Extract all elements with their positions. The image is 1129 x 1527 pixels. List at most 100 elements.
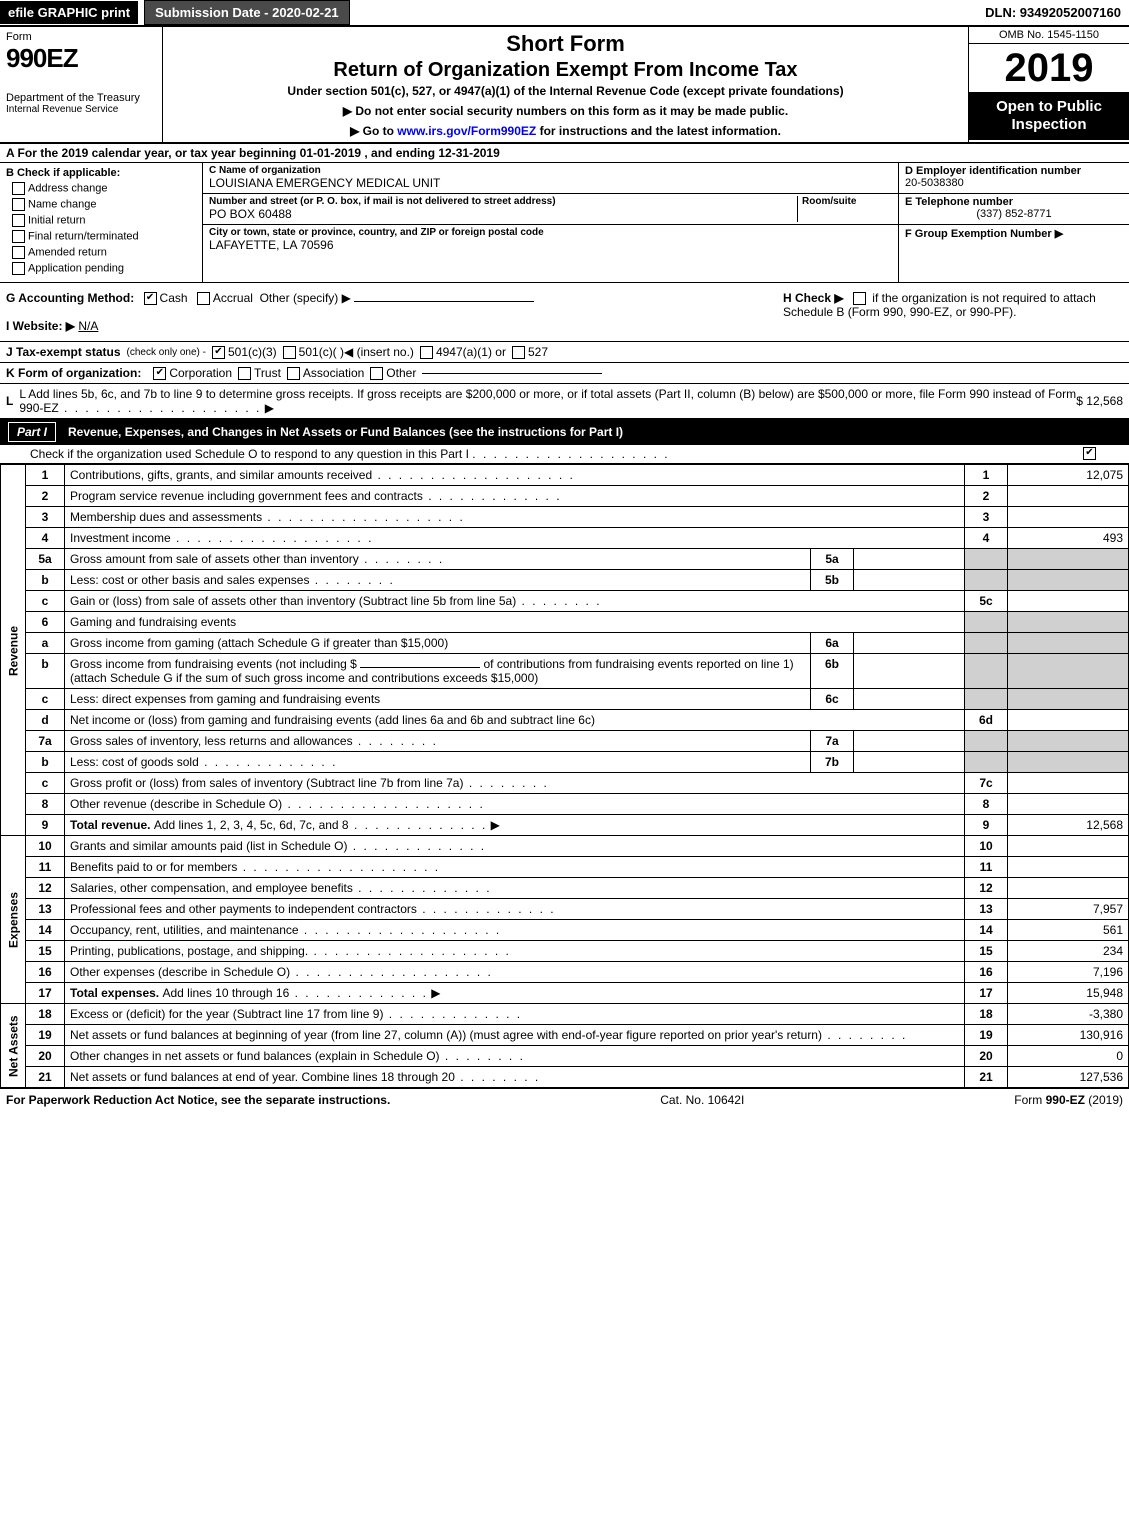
check-label: Name change [28, 198, 97, 210]
sub-amt [854, 570, 965, 591]
check-527[interactable] [512, 346, 525, 359]
line-no: 12 [26, 878, 65, 899]
check-initial-return[interactable]: Initial return [6, 214, 196, 227]
check-pending[interactable]: Application pending [6, 262, 196, 275]
line-no: a [26, 633, 65, 654]
check-name-change[interactable]: Name change [6, 198, 196, 211]
omb-number: OMB No. 1545-1150 [969, 27, 1129, 44]
line-no: 1 [26, 465, 65, 486]
line-1: Revenue 1 Contributions, gifts, grants, … [1, 465, 1129, 486]
line-11: 11 Benefits paid to or for members 11 [1, 857, 1129, 878]
line-desc: Other expenses (describe in Schedule O) [65, 962, 965, 983]
line-col-gray [965, 689, 1008, 710]
cash-label: Cash [160, 291, 188, 305]
top-bar: efile GRAPHIC print Submission Date - 20… [0, 0, 1129, 27]
header-center: Short Form Return of Organization Exempt… [163, 27, 968, 142]
line-6a: a Gross income from gaming (attach Sched… [1, 633, 1129, 654]
dept-label: Department of the Treasury [6, 92, 156, 104]
check-other-org[interactable] [370, 367, 383, 380]
check-501c3[interactable] [212, 346, 225, 359]
blank-input[interactable] [360, 667, 480, 668]
check-schedule-o[interactable] [1083, 447, 1096, 460]
check-assoc[interactable] [287, 367, 300, 380]
line-amt: -3,380 [1008, 1004, 1129, 1025]
line-no: 15 [26, 941, 65, 962]
line-amt-gray [1008, 689, 1129, 710]
line-13: 13 Professional fees and other payments … [1, 899, 1129, 920]
address-label: Number and street (or P. O. box, if mail… [209, 196, 797, 207]
check-trust[interactable] [238, 367, 251, 380]
k-other-input[interactable] [422, 373, 602, 374]
sub-amt [854, 689, 965, 710]
line-no: c [26, 773, 65, 794]
line-desc: Less: cost or other basis and sales expe… [65, 570, 811, 591]
line-col-gray [965, 612, 1008, 633]
line-no: 20 [26, 1046, 65, 1067]
l-amount: $ 12,568 [1076, 394, 1123, 408]
header-right: OMB No. 1545-1150 2019 Open to Public In… [968, 27, 1129, 142]
room-label: Room/suite [802, 196, 892, 207]
line-amt: 7,196 [1008, 962, 1129, 983]
check-4947[interactable] [420, 346, 433, 359]
line-no: 11 [26, 857, 65, 878]
city-cell: City or town, state or province, country… [203, 225, 898, 255]
section-k: K Form of organization: Corporation Trus… [0, 363, 1129, 384]
check-corp[interactable] [153, 367, 166, 380]
check-address-change[interactable]: Address change [6, 182, 196, 195]
open-public: Open to Public Inspection [969, 92, 1129, 140]
line-6c: c Less: direct expenses from gaming and … [1, 689, 1129, 710]
check-sched-b[interactable] [853, 292, 866, 305]
efile-label[interactable]: efile GRAPHIC print [0, 1, 138, 24]
line-20: 20 Other changes in net assets or fund b… [1, 1046, 1129, 1067]
line-desc: Gross income from fundraising events (no… [65, 654, 811, 689]
check-label: Application pending [28, 262, 124, 274]
line-9: 9 Total revenue. Add lines 1, 2, 3, 4, 5… [1, 815, 1129, 836]
k-label: K Form of organization: [6, 366, 141, 380]
website-value: N/A [78, 319, 98, 333]
check-amended[interactable]: Amended return [6, 246, 196, 259]
line-col-gray [965, 752, 1008, 773]
irs-link[interactable]: www.irs.gov/Form990EZ [397, 124, 536, 138]
form-subtitle: Under section 501(c), 527, or 4947(a)(1)… [173, 84, 958, 98]
sub-amt [854, 633, 965, 654]
check-accrual[interactable] [197, 292, 210, 305]
check-cash[interactable] [144, 292, 157, 305]
line-amt: 127,536 [1008, 1067, 1129, 1088]
line-desc: Total expenses. Add lines 10 through 16 … [65, 983, 965, 1004]
line-no: 19 [26, 1025, 65, 1046]
line-col: 1 [965, 465, 1008, 486]
check-final-return[interactable]: Final return/terminated [6, 230, 196, 243]
line-desc: Gross amount from sale of assets other t… [65, 549, 811, 570]
line-5a: 5a Gross amount from sale of assets othe… [1, 549, 1129, 570]
section-j: J Tax-exempt status (check only one) - 5… [0, 342, 1129, 363]
line-col: 12 [965, 878, 1008, 899]
section-b-label: B Check if applicable: [6, 167, 196, 179]
line-5c: c Gain or (loss) from sale of assets oth… [1, 591, 1129, 612]
line-amt [1008, 794, 1129, 815]
line-no: 6 [26, 612, 65, 633]
footer-right: Form 990-EZ (2019) [1014, 1093, 1123, 1107]
line-no: 9 [26, 815, 65, 836]
line-col-gray [965, 731, 1008, 752]
revenue-vlabel: Revenue [1, 465, 26, 836]
tax-year: 2019 [969, 44, 1129, 92]
line-desc: Other revenue (describe in Schedule O) [65, 794, 965, 815]
line-4: 4 Investment income 4 493 [1, 528, 1129, 549]
section-f: F Group Exemption Number ▶ [899, 225, 1129, 255]
other-input[interactable] [354, 301, 534, 302]
line-amt [1008, 878, 1129, 899]
section-l: L L Add lines 5b, 6c, and 7b to line 9 t… [0, 384, 1129, 419]
line-col-gray [965, 654, 1008, 689]
line-desc: Other changes in net assets or fund bala… [65, 1046, 965, 1067]
line-amt: 561 [1008, 920, 1129, 941]
line-col: 6d [965, 710, 1008, 731]
k-assoc: Association [303, 366, 364, 380]
line-no: 18 [26, 1004, 65, 1025]
sub-col: 7b [811, 752, 854, 773]
sub-col: 7a [811, 731, 854, 752]
j-note: (check only one) - [127, 347, 206, 358]
line-6: 6 Gaming and fundraising events [1, 612, 1129, 633]
check-501c[interactable] [283, 346, 296, 359]
check-label: Final return/terminated [28, 230, 139, 242]
other-label: Other (specify) ▶ [260, 291, 351, 305]
